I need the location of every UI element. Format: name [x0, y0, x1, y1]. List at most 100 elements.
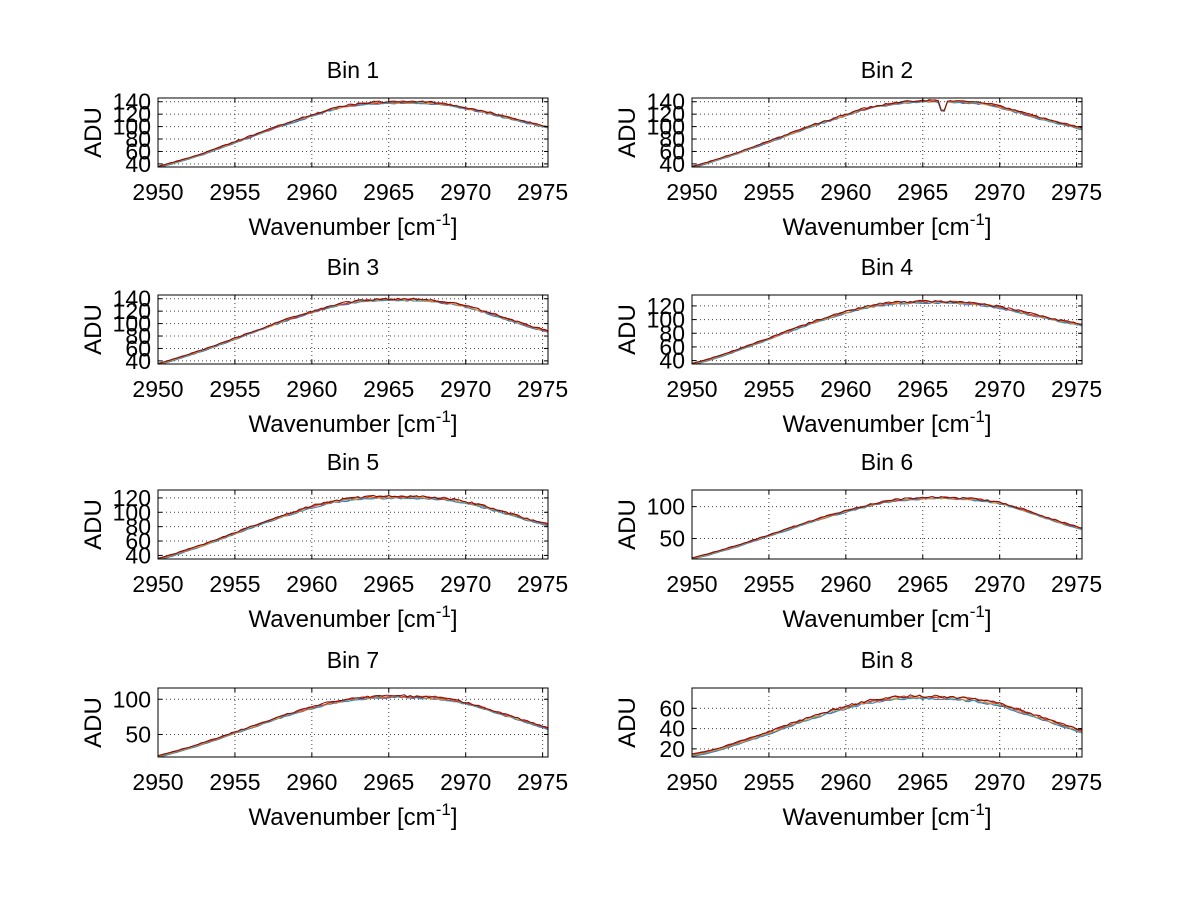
x-tick-label: 2960 [286, 376, 337, 402]
x-tick-label: 2950 [666, 376, 717, 402]
run-darkred-line [158, 694, 548, 757]
x-axis-label: Wavenumber [cm-1] [249, 800, 458, 831]
y-tick-label: 100 [113, 499, 151, 525]
x-tick-label: 2970 [440, 571, 491, 597]
y-tick-label: 120 [113, 298, 151, 324]
y-tick-label: 80 [125, 514, 151, 540]
y-tick-label: 20 [659, 736, 685, 762]
x-tick-label: 2960 [286, 179, 337, 205]
plot-area [158, 494, 548, 559]
x-tick-label: 2970 [440, 179, 491, 205]
x-tick-label: 2960 [286, 571, 337, 597]
x-tick-label: 2975 [1051, 376, 1102, 402]
x-axis-label: Wavenumber [cm-1] [249, 602, 458, 633]
run-orange-line [692, 99, 1082, 167]
axis-box [157, 97, 549, 168]
y-tick-label: 40 [125, 348, 151, 374]
x-tick-label: 2975 [517, 376, 568, 402]
y-tick-label: 50 [659, 526, 685, 552]
y-tick-label: 100 [113, 114, 151, 140]
y-tick-label: 60 [659, 138, 685, 164]
run-darkred-line [692, 694, 1082, 755]
subplot-bin-1: Bin 1 2950 2955 2960 2965 2970 2975 40608010012… [80, 57, 568, 241]
y-axis-label: ADU [80, 304, 107, 355]
run-darkred-line [158, 100, 548, 167]
axis-box [691, 489, 1083, 560]
x-tick-label: 2950 [132, 179, 183, 205]
run-teal-line [158, 696, 548, 757]
run-red-line [158, 297, 548, 364]
y-tick-label: 60 [125, 335, 151, 361]
x-tick-label: 2975 [517, 769, 568, 795]
run-blue-line [158, 696, 548, 757]
run-darkred-line [158, 494, 548, 559]
y-tick-label: 100 [113, 311, 151, 337]
subplot-title: Bin 6 [861, 449, 913, 475]
x-tick-label: 2970 [440, 376, 491, 402]
subplot-bin-6: Bin 6 2950 2955 2960 2965 2970 2975 50 100 Wavenu… [614, 449, 1102, 633]
x-tick-label: 2960 [820, 376, 871, 402]
x-tick-label: 2960 [820, 571, 871, 597]
x-tick-label: 2965 [363, 571, 414, 597]
y-tick-label: 100 [647, 494, 685, 520]
axis-box [157, 489, 549, 560]
x-tick-label: 2960 [820, 769, 871, 795]
run-blue-line [692, 697, 1082, 757]
run-blue-line [693, 100, 1082, 167]
y-tick-label: 80 [125, 323, 151, 349]
run-orange-line [158, 100, 548, 167]
plot-area [692, 99, 1082, 167]
subplot-bin-7: Bin 7 2950 2955 2960 2965 2970 2975 50 100 Wavenu… [80, 647, 568, 831]
y-axis-label: ADU [614, 697, 641, 748]
subplot-title: Bin 2 [861, 57, 913, 83]
y-axis-label: ADU [614, 107, 641, 158]
x-axis-label: Wavenumber [cm-1] [783, 407, 992, 438]
run-red-line [692, 496, 1082, 559]
y-tick-label: 140 [113, 89, 151, 115]
run-red-line [158, 100, 548, 167]
x-tick-label: 2955 [743, 179, 794, 205]
plot-area [692, 495, 1082, 559]
run-teal-line [692, 100, 1082, 167]
run-darkred-line [158, 297, 548, 364]
run-red-line [158, 695, 548, 757]
x-tick-label: 2970 [440, 769, 491, 795]
subplot-bin-5: Bin 5 2950 2955 2960 2965 2970 2975 40608010012… [80, 449, 568, 633]
run-red-line [692, 694, 1082, 755]
x-tick-label: 2960 [286, 769, 337, 795]
subplot-bin-4: Bin 4 2950 2955 2960 2965 2970 2975 40608010012… [614, 254, 1102, 438]
y-tick-label: 120 [113, 485, 151, 511]
y-tick-label: 40 [659, 716, 685, 742]
x-tick-label: 2970 [974, 179, 1025, 205]
x-tick-label: 2950 [132, 769, 183, 795]
x-tick-label: 2950 [666, 769, 717, 795]
subplot-bin-2: Bin 2 2950 2955 2960 2965 2970 2975 40608010012… [614, 57, 1102, 241]
subplot-bin-3: Bin 3 2950 2955 2960 2965 2970 2975 40608010012… [80, 254, 568, 438]
x-tick-label: 2950 [666, 179, 717, 205]
x-tick-label: 2965 [897, 376, 948, 402]
y-tick-label: 40 [659, 348, 685, 374]
x-tick-label: 2965 [363, 769, 414, 795]
x-axis-label: Wavenumber [cm-1] [783, 210, 992, 241]
x-tick-label: 2955 [743, 376, 794, 402]
axis-box [157, 687, 549, 758]
y-tick-label: 120 [647, 101, 685, 127]
y-tick-label: 40 [659, 151, 685, 177]
y-tick-label: 60 [125, 138, 151, 164]
x-tick-label: 2965 [897, 571, 948, 597]
run-orange-line [158, 495, 548, 559]
x-tick-label: 2975 [1051, 179, 1102, 205]
run-orange-line [692, 300, 1082, 364]
plot-area [158, 694, 548, 757]
axis-box [157, 294, 549, 365]
run-teal-line [692, 301, 1082, 364]
run-red-line [158, 495, 548, 559]
y-tick-label: 120 [113, 101, 151, 127]
y-tick-label: 60 [659, 334, 685, 360]
x-axis-label: Wavenumber [cm-1] [783, 800, 992, 831]
run-orange-line [692, 497, 1082, 559]
x-tick-label: 2950 [132, 571, 183, 597]
x-tick-label: 2975 [1051, 769, 1102, 795]
x-tick-label: 2975 [517, 179, 568, 205]
